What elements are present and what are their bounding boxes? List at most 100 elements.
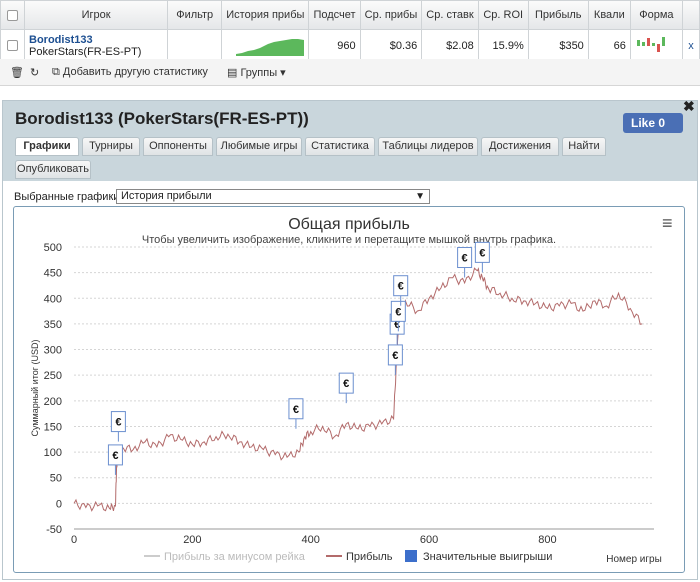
- history-sparkline: [221, 29, 310, 62]
- y-axis-label: Суммарный итог (USD): [30, 339, 40, 436]
- x-tick-label: 200: [183, 534, 201, 546]
- stats-table: Игрок Фильтр История прибы Подсчет Ср. п…: [0, 0, 700, 62]
- header-avg-roi[interactable]: Ср. ROI: [477, 0, 529, 30]
- big-win-flag: [107, 444, 123, 466]
- x-tick-label: 0: [71, 534, 77, 546]
- remove-row-link[interactable]: x: [681, 29, 700, 62]
- panel-title: Borodist133 (PokerStars(FR-ES-PT)): [15, 109, 309, 128]
- y-tick-label: 0: [56, 498, 62, 510]
- header-profit[interactable]: Прибыль: [527, 0, 589, 30]
- tab-search[interactable]: Найти: [562, 137, 606, 156]
- header-avg-stake[interactable]: Ср. ставк: [421, 0, 479, 30]
- quality-value: 66: [587, 29, 631, 62]
- euro-icon: €: [293, 404, 299, 416]
- big-win-flag: [387, 344, 403, 366]
- form-bars: [629, 29, 683, 62]
- header-quality[interactable]: Квали: [587, 0, 631, 30]
- facebook-like-button[interactable]: Like 0: [623, 113, 683, 133]
- chart-select-label: Выбранные графики:: [14, 191, 123, 203]
- tab-publish[interactable]: Опубликовать: [15, 160, 91, 179]
- header-avg-profit[interactable]: Ср. прибы: [359, 0, 423, 30]
- y-tick-label: 200: [44, 396, 62, 408]
- row-checkbox[interactable]: [0, 29, 26, 62]
- header-player[interactable]: Игрок: [24, 0, 169, 30]
- groups-label: Группы: [240, 67, 278, 79]
- y-tick-label: 250: [44, 370, 62, 382]
- menu-icon[interactable]: ≡: [662, 213, 673, 233]
- big-win-flag: [390, 300, 406, 322]
- big-win-flag: [474, 241, 490, 263]
- like-label: Like 0: [631, 116, 666, 130]
- big-win-flag: [338, 372, 354, 394]
- y-tick-label: 50: [50, 473, 62, 485]
- y-tick-label: -50: [46, 524, 62, 536]
- tab-leaderboards[interactable]: Таблицы лидеров: [378, 137, 478, 156]
- x-tick-label: 600: [420, 534, 438, 546]
- close-icon[interactable]: ✖: [683, 98, 695, 114]
- header-count[interactable]: Подсчет: [308, 0, 361, 30]
- big-win-flag: [288, 398, 304, 420]
- groups-dropdown[interactable]: ▤ Группы ▾: [227, 67, 286, 79]
- player-network: PokerStars(FR-ES-PT): [29, 45, 142, 58]
- chart-select[interactable]: История прибыли ▼: [116, 189, 430, 204]
- euro-icon: €: [392, 350, 398, 362]
- tab-statistics[interactable]: Статистика: [305, 137, 375, 156]
- y-tick-label: 500: [44, 242, 62, 254]
- avg-roi-value: 15.9%: [477, 29, 529, 62]
- filter-cell: [167, 29, 223, 62]
- avg-profit-value: $0.36: [359, 29, 423, 62]
- legend-item-rake: Прибыль за минусом рейка: [164, 551, 306, 563]
- chart-select-value: История прибыли: [121, 190, 212, 202]
- big-win-flag: [393, 275, 409, 297]
- dropdown-arrow-icon: ▼: [415, 191, 425, 202]
- big-win-flag: [457, 247, 473, 269]
- x-axis-label: Номер игры: [606, 554, 662, 565]
- table-toolbar: 🗑 ↻ ⧉ Добавить другую статистику ▤ Групп…: [0, 59, 700, 86]
- euro-icon: €: [394, 319, 400, 331]
- legend-swatch-bigwins: [405, 550, 417, 562]
- panel-header: Borodist133 (PokerStars(FR-ES-PT)) Like …: [3, 98, 697, 181]
- euro-icon: €: [479, 247, 485, 259]
- tab-achievements[interactable]: Достижения: [481, 137, 559, 156]
- table-header: Игрок Фильтр История прибы Подсчет Ср. п…: [0, 0, 700, 30]
- refresh-icon[interactable]: ↻: [30, 67, 40, 79]
- chart-title: Общая прибыль: [288, 216, 410, 233]
- add-stats-label: Добавить другую статистику: [62, 66, 208, 78]
- table-row: Borodist133 PokerStars(FR-ES-PT) 960 $0.…: [0, 29, 700, 62]
- header-remove: [681, 0, 700, 30]
- header-history[interactable]: История прибы: [221, 0, 310, 30]
- y-tick-label: 350: [44, 319, 62, 331]
- header-filter[interactable]: Фильтр: [167, 0, 223, 30]
- y-tick-label: 100: [44, 447, 62, 459]
- euro-icon: €: [112, 450, 118, 462]
- avg-stake-value: $2.08: [421, 29, 479, 62]
- select-all-checkbox[interactable]: [0, 0, 26, 30]
- legend-item-profit: Прибыль: [346, 551, 393, 563]
- trash-icon[interactable]: 🗑: [10, 67, 24, 79]
- euro-icon: €: [395, 306, 401, 318]
- x-tick-label: 400: [302, 534, 320, 546]
- header-form[interactable]: Форма: [629, 0, 683, 30]
- euro-icon: €: [115, 417, 121, 429]
- profit-value: $350: [527, 29, 589, 62]
- tab-charts[interactable]: Графики: [15, 137, 79, 156]
- y-tick-label: 450: [44, 268, 62, 280]
- count-value: 960: [308, 29, 361, 62]
- big-win-flag: [110, 411, 126, 433]
- euro-icon: €: [343, 378, 349, 390]
- y-tick-label: 400: [44, 293, 62, 305]
- chart-subtitle: Чтобы увеличить изображение, кликните и …: [142, 234, 556, 246]
- tab-tournaments[interactable]: Турниры: [82, 137, 140, 156]
- legend-item-bigwins: Значительные выигрыши: [423, 551, 552, 563]
- y-tick-label: 300: [44, 345, 62, 357]
- tab-favorite-games[interactable]: Любимые игры: [216, 137, 302, 156]
- x-tick-label: 800: [538, 534, 556, 546]
- series-line-profit: [73, 267, 643, 512]
- add-stats-button[interactable]: ⧉ Добавить другую статистику: [52, 66, 208, 78]
- tab-opponents[interactable]: Оппоненты: [143, 137, 213, 156]
- y-tick-label: 150: [44, 421, 62, 433]
- euro-icon: €: [462, 253, 468, 265]
- chart-container[interactable]: Общая прибыль Чтобы увеличить изображение…: [13, 206, 685, 573]
- player-name-link[interactable]: Borodist133: [29, 33, 93, 46]
